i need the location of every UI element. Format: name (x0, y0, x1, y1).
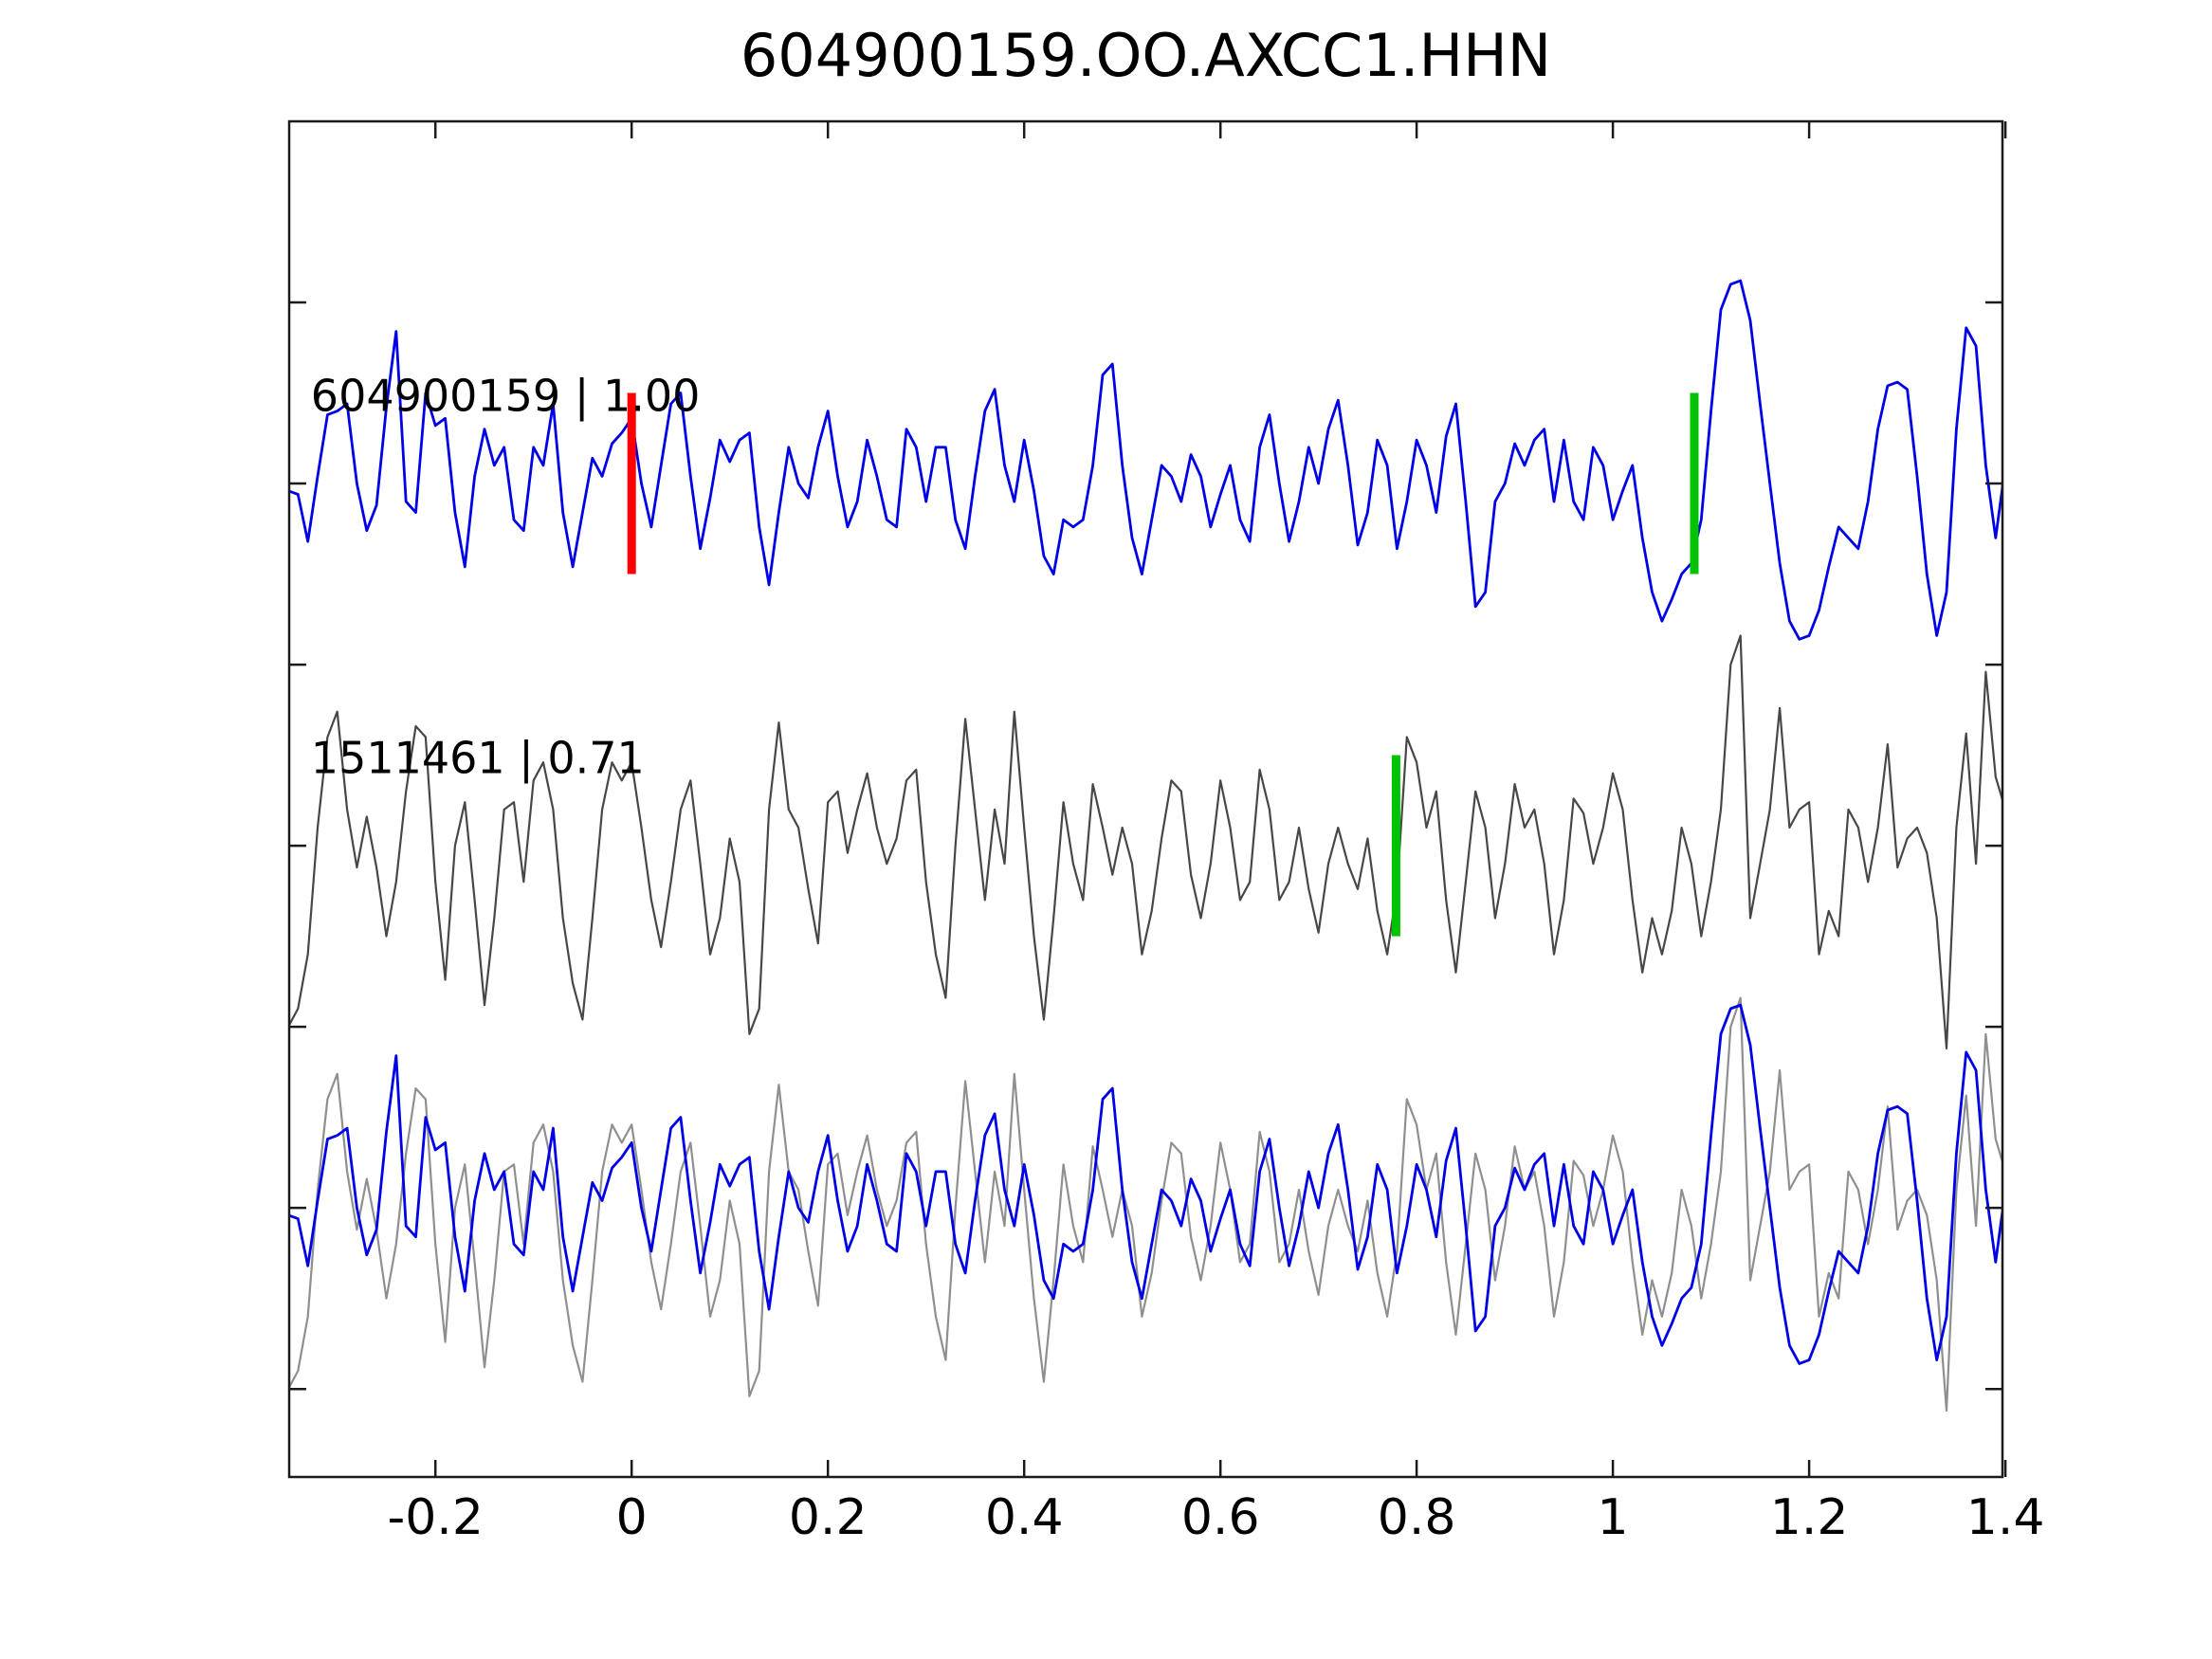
traces-group (289, 279, 2002, 1413)
detection-green-pick (1391, 755, 1400, 937)
x-tick-label: 0.4 (985, 1489, 1064, 1546)
trace-template (289, 279, 2002, 641)
trace-label: 604900159 | 1.00 (311, 371, 701, 423)
trace-label: 1511461 | 0.71 (311, 733, 645, 785)
trace-overlay-detection (289, 996, 2002, 1413)
x-tick-label: 0.2 (789, 1489, 868, 1546)
trace-detection (289, 634, 2002, 1050)
x-tick-label: 0.8 (1378, 1489, 1456, 1546)
x-tick-label: 1.2 (1770, 1489, 1849, 1546)
x-tick-label: 0 (616, 1489, 648, 1546)
x-tick-label: 0.6 (1181, 1489, 1260, 1546)
trace-overlay-template (289, 1003, 2002, 1365)
template-origin-pick (627, 392, 636, 574)
template-green-pick (1690, 392, 1699, 574)
chart-title: 604900159.OO.AXCC1.HHN (740, 21, 1552, 90)
x-tick-label: 1.4 (1966, 1489, 2045, 1546)
plot-frame (287, 119, 2004, 1479)
x-tick-label: -0.2 (387, 1489, 483, 1546)
x-tick-label: 1 (1598, 1489, 1629, 1546)
